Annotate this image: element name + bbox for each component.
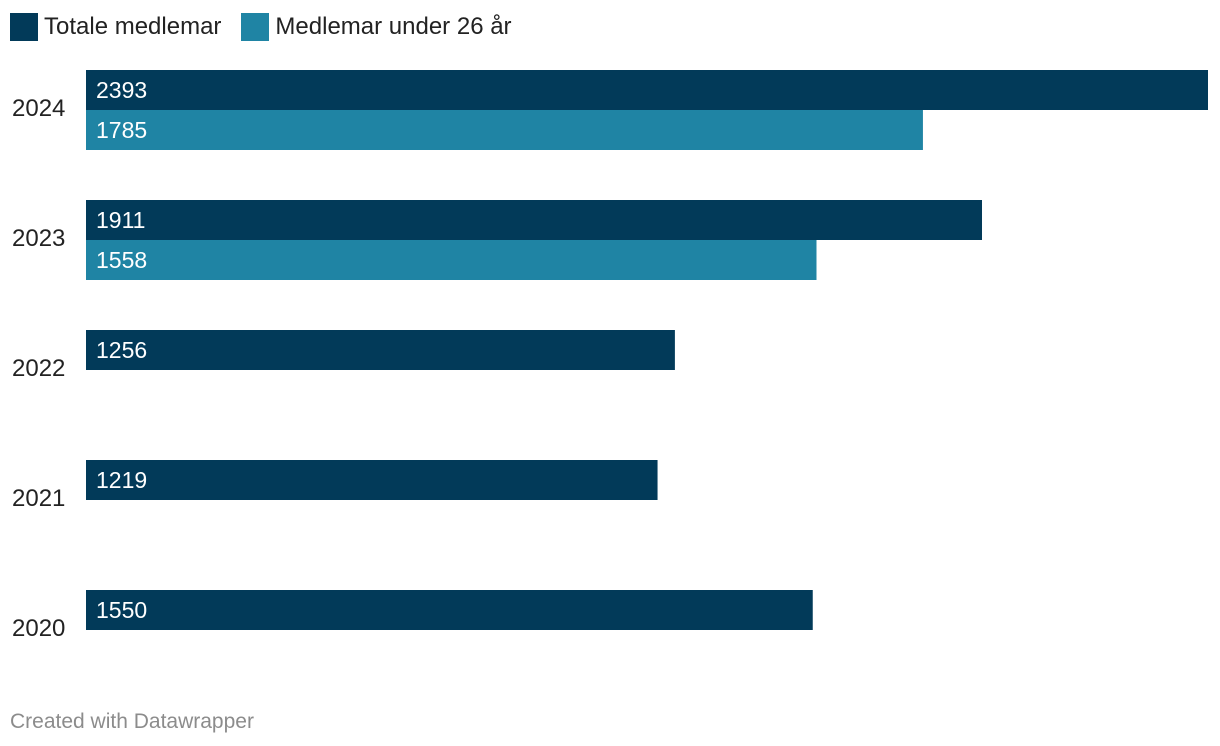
legend-label-totale: Totale medlemar: [44, 13, 222, 40]
legend-swatch-under-26: [241, 13, 270, 41]
category-label-2023: 2023: [12, 225, 65, 252]
legend-swatch-totale: [10, 13, 38, 41]
bar-2024-series-1: [86, 110, 923, 150]
category-label-2022: 2022: [12, 355, 65, 382]
bar-2023-series-0: [86, 200, 983, 240]
value-label-2024-series-1: 1785: [96, 117, 147, 143]
category-label-2024: 2024: [12, 95, 65, 122]
legend-item-totale: Totale medlemar: [10, 12, 221, 42]
bar-chart: 2024 2393 1785 2023 1911 1558 2022 1256 2021 1219…: [12, 70, 1208, 642]
value-label-2021-series-0: 1219: [96, 467, 147, 493]
value-label-2022-series-0: 1256: [96, 337, 147, 363]
category-label-2020: 2020: [12, 615, 65, 642]
bar-2020-series-0: [86, 590, 813, 630]
bar-2021-series-0: [86, 460, 658, 500]
value-label-2023-series-1: 1558: [96, 247, 147, 273]
category-label-2021: 2021: [12, 485, 65, 512]
bar-2023-series-1: [86, 240, 817, 280]
chart-legend: Totale medlemar Medlemar under 26 år: [10, 12, 532, 42]
value-label-2023-series-0: 1911: [96, 207, 145, 233]
footer-credit: Created with Datawrapper: [10, 710, 254, 733]
value-label-2024-series-0: 2393: [96, 77, 147, 103]
bar-2022-series-0: [86, 330, 675, 370]
bar-2024-series-0: [86, 70, 1208, 110]
legend-label-under-26: Medlemar under 26 år: [275, 13, 512, 40]
value-label-2020-series-0: 1550: [96, 597, 147, 623]
legend-item-under-26: Medlemar under 26 år: [241, 12, 512, 42]
